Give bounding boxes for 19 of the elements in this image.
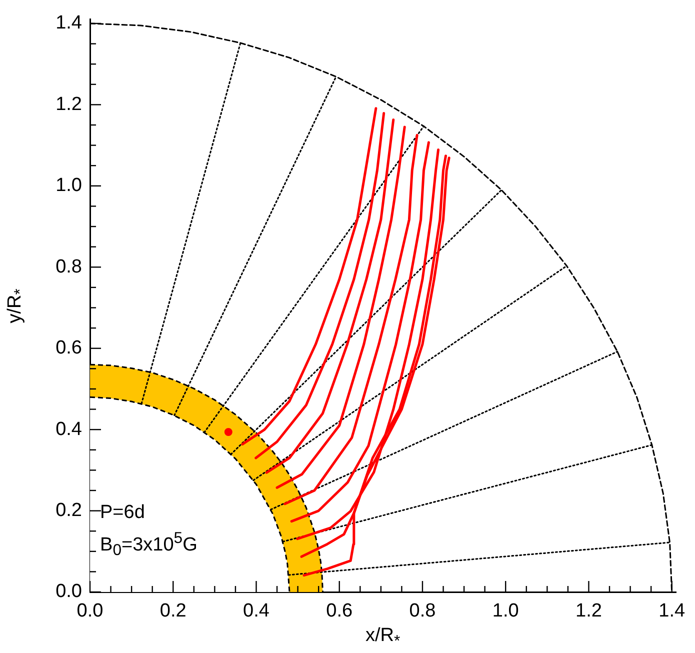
y-tick-label: 0.4	[56, 418, 82, 440]
y-tick-label: 0.0	[56, 581, 82, 602]
x-tick-label: 1.2	[576, 600, 602, 622]
y-tick-label: 1.4	[56, 12, 82, 34]
x-tick-label: 0.6	[326, 600, 353, 622]
y-tick-label: 1.0	[56, 175, 82, 196]
y-tick-label: 0.6	[56, 338, 82, 359]
annotation: B$_{0}$=3x10$^{5}$G	[100, 529, 198, 562]
x-tick-label: 0.2	[160, 600, 186, 622]
y-tick-label: 0.2	[56, 500, 82, 522]
x-tick-label: 0.4	[243, 600, 270, 622]
y-tick-label: 1.2	[56, 94, 82, 115]
x-tick-label: 1.4	[658, 600, 686, 622]
annotation: P=6d	[100, 501, 146, 525]
x-axis-title: x/R$_{*}$	[366, 625, 400, 651]
x-tick-label: 0.0	[76, 600, 104, 622]
x-tick-label: 0.8	[409, 600, 436, 622]
x-tick-label: 1.0	[492, 600, 519, 622]
y-tick-label: 0.8	[56, 256, 82, 278]
